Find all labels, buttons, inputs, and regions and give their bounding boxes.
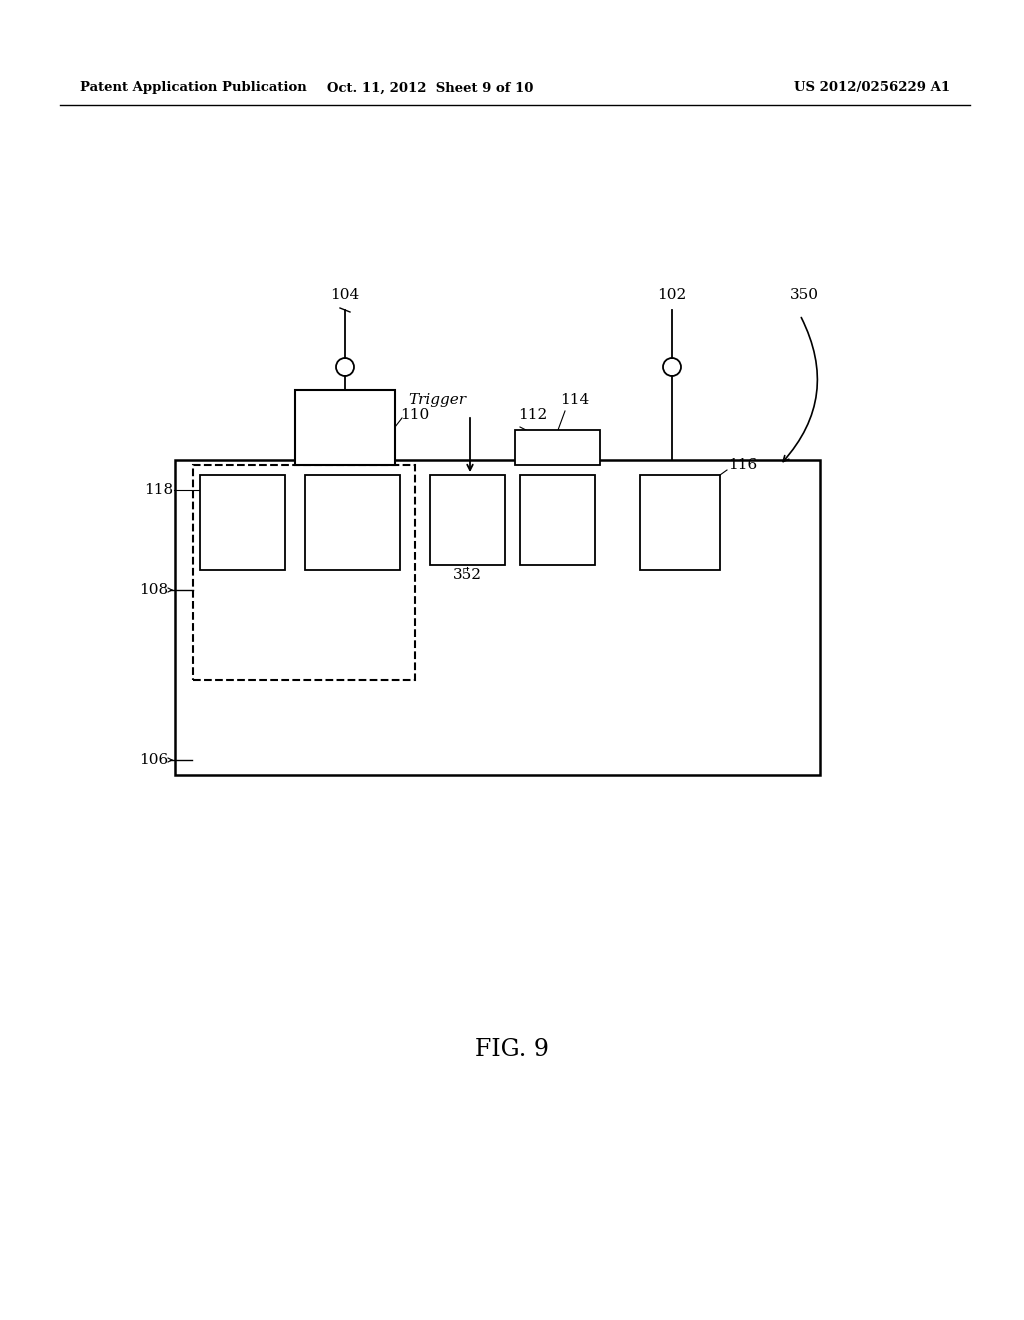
Bar <box>193 465 415 680</box>
Text: 110: 110 <box>400 408 429 422</box>
Bar <box>305 475 400 570</box>
Bar <box>640 475 720 570</box>
Text: Trigger: Trigger <box>408 393 466 407</box>
Text: 350: 350 <box>790 288 819 302</box>
Text: 114: 114 <box>560 393 589 407</box>
Bar <box>430 475 505 565</box>
Bar <box>515 430 600 465</box>
Bar <box>175 459 820 775</box>
Text: 104: 104 <box>331 288 359 302</box>
Text: Oct. 11, 2012  Sheet 9 of 10: Oct. 11, 2012 Sheet 9 of 10 <box>327 82 534 95</box>
Text: US 2012/0256229 A1: US 2012/0256229 A1 <box>794 82 950 95</box>
Text: 352: 352 <box>453 568 481 582</box>
Text: FIG. 9: FIG. 9 <box>475 1039 549 1061</box>
Text: 116: 116 <box>728 458 758 473</box>
Text: 102: 102 <box>657 288 687 302</box>
Bar <box>520 475 595 565</box>
Text: 106: 106 <box>138 752 168 767</box>
Bar <box>200 475 285 570</box>
Text: 108: 108 <box>139 583 168 597</box>
Text: 112: 112 <box>518 408 547 422</box>
Text: 118: 118 <box>144 483 173 498</box>
Text: Patent Application Publication: Patent Application Publication <box>80 82 307 95</box>
Bar <box>295 389 395 465</box>
